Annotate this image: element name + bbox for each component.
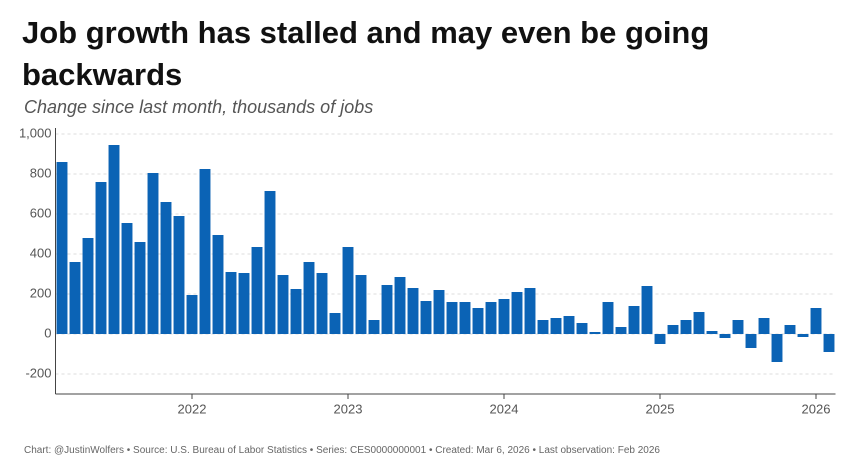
bar (212, 235, 224, 334)
y-tick-label: 0 (44, 325, 51, 340)
bar (693, 312, 705, 334)
chart: -200 0 200 400 600 800 1,000 2022 2023 2024 2025 20… (19, 125, 836, 416)
bar (433, 290, 445, 334)
bar (823, 334, 835, 352)
x-tick-label: 2025 (646, 401, 675, 416)
chart-title: Job growth has stalled and may even be g… (22, 15, 710, 92)
bar (264, 191, 276, 334)
bar (290, 289, 302, 334)
bar (251, 247, 263, 334)
bar (108, 145, 120, 334)
bar (420, 301, 432, 334)
bar (524, 288, 536, 334)
bar (69, 262, 81, 334)
bar (329, 313, 341, 334)
bar (394, 277, 406, 334)
bar (82, 238, 94, 334)
x-tick-label: 2022 (178, 401, 207, 416)
bar (719, 334, 731, 338)
bar (303, 262, 315, 334)
bar (758, 318, 770, 334)
y-tick-label: 400 (30, 245, 52, 260)
bar (784, 325, 796, 334)
x-tick-label: 2023 (334, 401, 363, 416)
bar (277, 275, 289, 334)
bar (342, 247, 354, 334)
bar (667, 325, 679, 334)
bar (511, 292, 523, 334)
bar (238, 273, 250, 334)
bar (771, 334, 783, 362)
bar (732, 320, 744, 334)
bar (355, 275, 367, 334)
bar (563, 316, 575, 334)
bar (680, 320, 692, 334)
bar (147, 173, 159, 334)
bar (602, 302, 614, 334)
x-tick-label: 2024 (490, 401, 519, 416)
bar (186, 295, 198, 334)
bar (472, 308, 484, 334)
bar (95, 182, 107, 334)
bar (160, 202, 172, 334)
bar (745, 334, 757, 348)
bar (121, 223, 133, 334)
bar (381, 285, 393, 334)
bar (628, 306, 640, 334)
bar (810, 308, 822, 334)
source-note: Chart: @JustinWolfers • Source: U.S. Bur… (24, 445, 660, 456)
bar (706, 331, 718, 334)
bar (498, 299, 510, 334)
bar (797, 334, 809, 337)
bar (576, 323, 588, 334)
y-tick-label: 200 (30, 285, 52, 300)
y-tick-label: 1,000 (19, 125, 52, 140)
bar (173, 216, 185, 334)
bar (316, 273, 328, 334)
bar (225, 272, 237, 334)
y-tick-label: 800 (30, 165, 52, 180)
bar (485, 302, 497, 334)
bar (56, 162, 68, 334)
y-tick-label: 600 (30, 205, 52, 220)
x-tick-label: 2026 (802, 401, 831, 416)
bar (446, 302, 458, 334)
bar (134, 242, 146, 334)
bar (407, 288, 419, 334)
bar (368, 320, 380, 334)
bar (537, 320, 549, 334)
bar (654, 334, 666, 344)
bar (550, 318, 562, 334)
chart-subtitle: Change since last month, thousands of jo… (24, 97, 374, 117)
y-tick-label: -200 (25, 365, 51, 380)
bar (589, 332, 601, 334)
bar (615, 327, 627, 334)
bar (459, 302, 471, 334)
bar (199, 169, 211, 334)
bar (641, 286, 653, 334)
